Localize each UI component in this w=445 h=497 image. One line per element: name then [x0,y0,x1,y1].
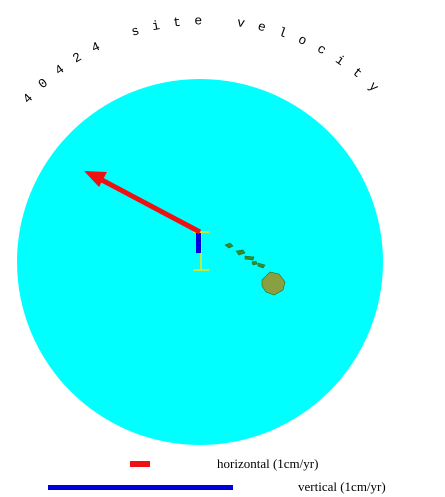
page: 40424 site velocity horizontal (1cm/yr) … [0,0,445,497]
disk [17,79,383,445]
legend-vertical: vertical (1cm/yr) [298,479,386,494]
velocity-plot: 40424 site velocity horizontal (1cm/yr) … [0,0,445,497]
legend-horizontal: horizontal (1cm/yr) [217,456,318,471]
legend-horizontal-swatch [130,461,150,467]
legend-vertical-swatch [48,485,233,490]
vertical-arrow [196,233,201,253]
